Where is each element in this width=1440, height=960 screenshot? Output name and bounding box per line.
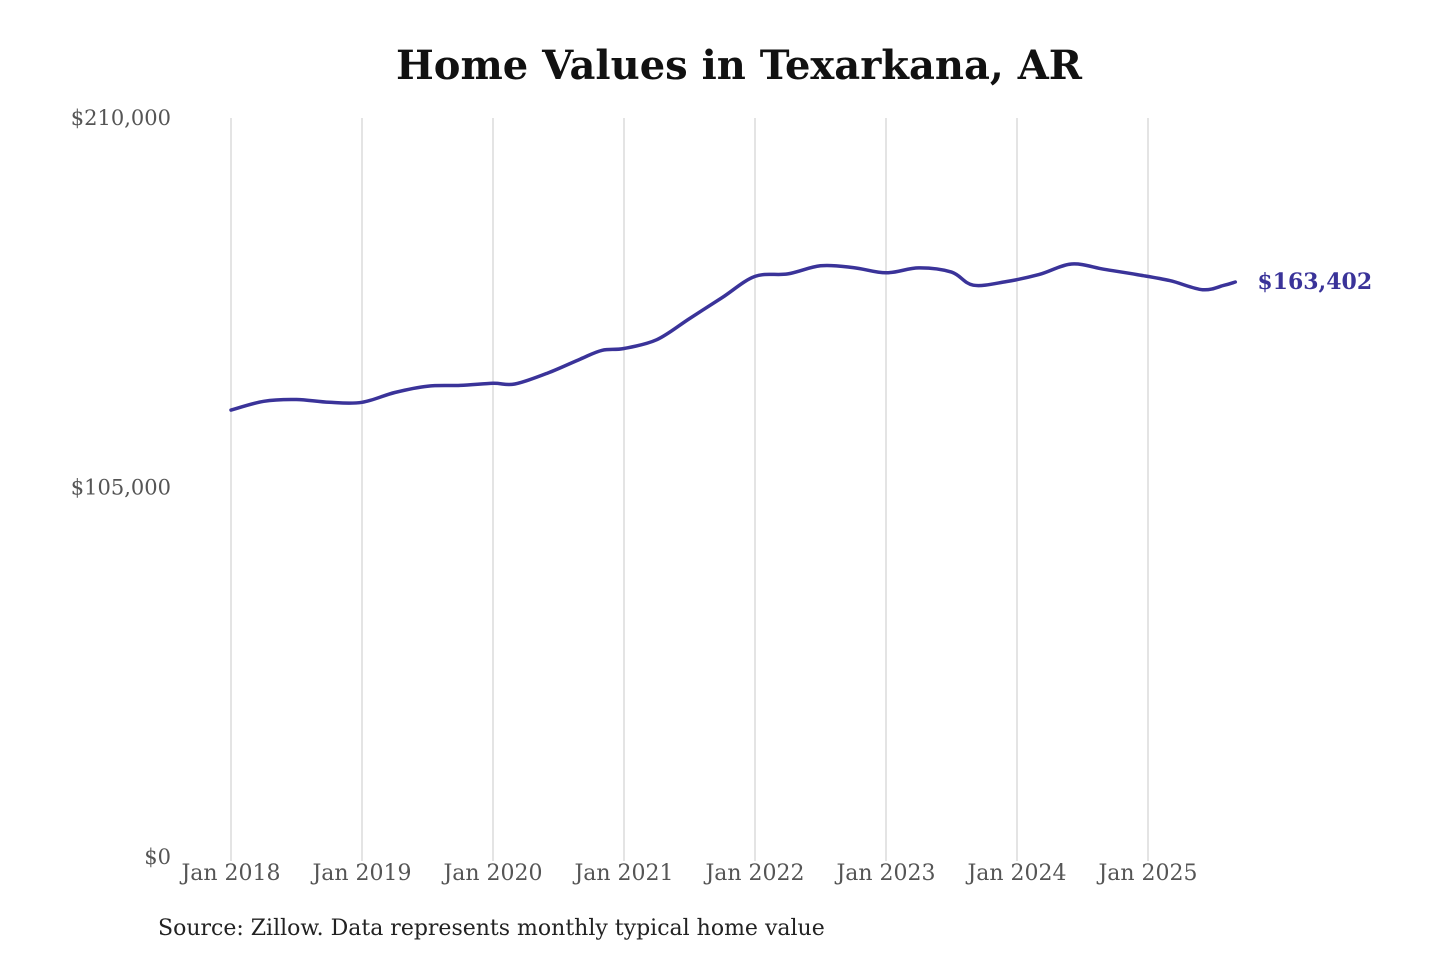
source-note: Source: Zillow. Data represents monthly … xyxy=(158,916,825,941)
x-tick-label: Jan 2021 xyxy=(572,861,673,886)
x-tick-label: Jan 2022 xyxy=(703,861,804,886)
y-tick-label: $105,000 xyxy=(71,476,171,500)
series-line xyxy=(229,262,1238,412)
x-tick-label: Jan 2018 xyxy=(179,861,280,886)
x-tick-label: Jan 2019 xyxy=(310,861,411,886)
chart-title: Home Values in Texarkana, AR xyxy=(395,42,1083,89)
x-tick-label: Jan 2024 xyxy=(965,861,1066,886)
y-tick-label: $210,000 xyxy=(71,106,171,130)
x-tick-label: Jan 2023 xyxy=(834,861,935,886)
x-tick-label: Jan 2020 xyxy=(441,861,542,886)
y-tick-label: $0 xyxy=(144,845,171,869)
end-value-label: $163,402 xyxy=(1257,269,1372,295)
x-tick-label: Jan 2025 xyxy=(1096,861,1197,886)
